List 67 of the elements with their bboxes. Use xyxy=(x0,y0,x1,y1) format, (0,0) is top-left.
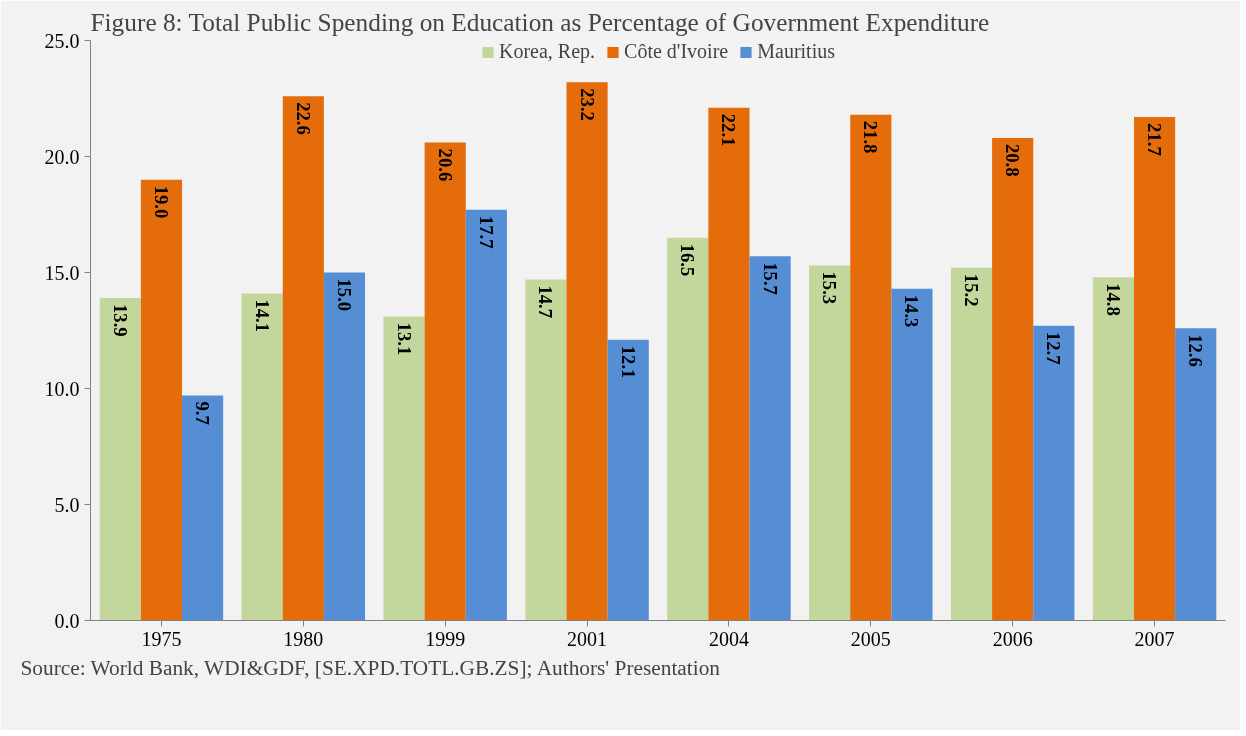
bar xyxy=(992,137,1034,621)
chart-title: Figure 8: Total Public Spending on Education as Percentage of Government Expenditure xyxy=(90,7,990,36)
data-label: 20.8 xyxy=(1002,143,1024,177)
data-label: 13.1 xyxy=(393,322,415,356)
bar xyxy=(383,316,425,621)
data-label: 22.6 xyxy=(292,102,314,135)
legend-label: Korea, Rep. xyxy=(499,40,596,63)
data-label: 19.0 xyxy=(150,185,172,219)
y-tick-label: 15.0 xyxy=(44,261,80,284)
data-label: 16.5 xyxy=(677,243,699,277)
data-label: 12.6 xyxy=(1185,334,1207,367)
y-tick-label: 25.0 xyxy=(44,29,80,52)
bar xyxy=(1133,117,1176,621)
y-tick-label: 20.0 xyxy=(44,145,80,168)
data-label: 12.7 xyxy=(1043,331,1065,365)
data-label: 21.8 xyxy=(860,120,882,154)
data-label: 23.2 xyxy=(576,88,598,121)
bar xyxy=(424,142,466,621)
legend-label: Côte d'Ivoire xyxy=(624,40,729,63)
data-label: 14.3 xyxy=(901,294,923,328)
x-tick-label: 2005 xyxy=(850,627,891,650)
bar xyxy=(1175,328,1217,621)
bar xyxy=(182,395,224,621)
bar xyxy=(525,279,567,621)
data-label: 12.1 xyxy=(617,345,639,379)
data-label: 15.0 xyxy=(333,278,355,312)
data-label: 13.9 xyxy=(109,304,131,337)
source-note: Source: World Bank, WDI&GDF, [SE.XPD.TOTL.GB.ZS]; Authors' Presentation xyxy=(20,655,721,680)
data-label: 15.3 xyxy=(819,271,841,305)
data-label: 17.7 xyxy=(475,215,497,249)
x-tick-label: 2006 xyxy=(992,627,1033,650)
data-label: 22.1 xyxy=(718,113,740,147)
bar xyxy=(99,298,141,621)
x-tick-label: 1975 xyxy=(141,627,182,650)
bar xyxy=(607,339,649,621)
data-label: 15.7 xyxy=(759,262,781,295)
legend-label: Mauritius xyxy=(757,40,835,63)
bar xyxy=(1092,277,1134,621)
data-label: 20.6 xyxy=(434,148,456,182)
bar xyxy=(140,179,183,621)
x-tick-label: 1980 xyxy=(283,627,324,650)
y-tick-label: 0.0 xyxy=(54,609,80,632)
bar xyxy=(241,293,283,621)
y-tick-label: 10.0 xyxy=(44,377,80,400)
bar xyxy=(850,114,892,621)
bar xyxy=(749,256,791,621)
bar xyxy=(950,267,993,621)
bar xyxy=(891,288,933,621)
data-label: 15.2 xyxy=(961,273,983,307)
y-tick-label: 5.0 xyxy=(54,493,80,516)
data-label: 14.1 xyxy=(251,299,273,333)
data-label: 9.7 xyxy=(192,401,214,425)
bar xyxy=(809,265,851,621)
x-tick-label: 1999 xyxy=(425,627,466,650)
bar xyxy=(1033,325,1075,621)
bar xyxy=(566,82,608,621)
bar xyxy=(282,96,324,621)
bar xyxy=(465,209,507,621)
bar xyxy=(323,272,366,621)
data-label: 21.7 xyxy=(1144,123,1166,156)
data-label: 14.8 xyxy=(1102,283,1124,316)
x-tick-label: 2004 xyxy=(708,627,749,650)
bar xyxy=(667,237,709,621)
bar xyxy=(708,107,750,621)
x-tick-label: 2001 xyxy=(567,627,608,650)
data-label: 14.7 xyxy=(535,285,557,319)
x-tick-label: 2007 xyxy=(1134,627,1175,650)
